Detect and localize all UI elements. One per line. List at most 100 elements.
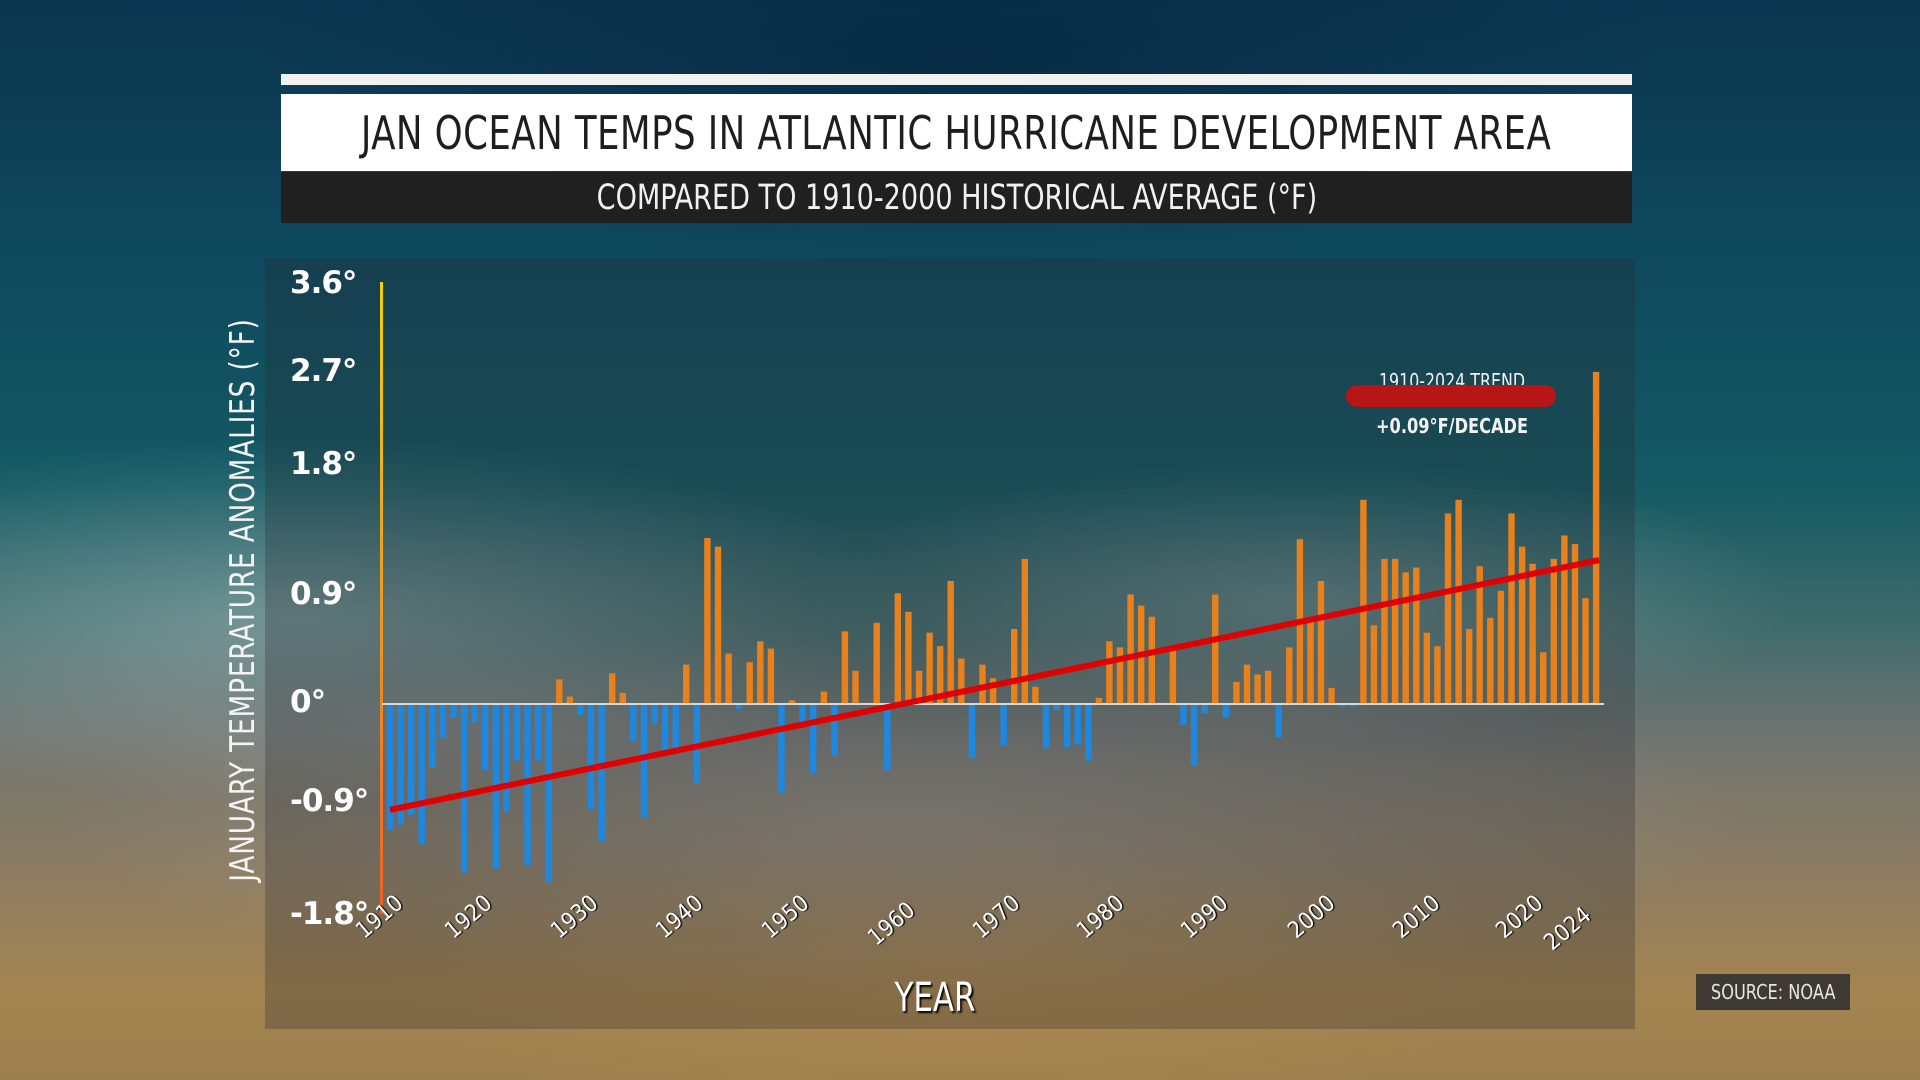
bar-1966: [979, 664, 986, 704]
legend-label-rate: +0.09°F/DECADE: [1375, 414, 1529, 438]
bar-1965: [968, 704, 976, 759]
bar-2024: [1592, 371, 1600, 704]
bar-2010: [1444, 513, 1452, 705]
bar-1991: [1243, 664, 1251, 704]
bar-1913: [418, 704, 425, 845]
bar-2020: [1550, 558, 1557, 704]
bar-1998: [1317, 581, 1325, 704]
bar-1987: [1201, 704, 1208, 714]
bar-1929: [587, 704, 595, 810]
bar-1932: [619, 692, 626, 704]
bar-1968: [1000, 704, 1007, 746]
bar-1985: [1180, 704, 1187, 725]
bar-1969: [1011, 629, 1018, 704]
bar-1926: [556, 679, 563, 704]
bar-1915: [439, 704, 447, 739]
bar-1961: [926, 632, 933, 704]
bar-1930: [598, 704, 605, 842]
title-banner: JAN OCEAN TEMPS IN ATLANTIC HURRICANE DE…: [281, 94, 1632, 171]
bar-1943: [735, 704, 743, 709]
y-tick-label: -0.9°: [290, 783, 369, 819]
bar-1945: [757, 641, 764, 704]
bar-1914: [429, 704, 436, 768]
header-rule: [281, 74, 1632, 85]
bar-2005: [1391, 558, 1399, 704]
trend-line: [389, 557, 1600, 813]
bar-2019: [1540, 652, 1547, 704]
bar-1912: [408, 704, 415, 815]
bar-1952: [831, 704, 838, 756]
y-tick-label: 3.6°: [290, 265, 357, 301]
bar-2002: [1360, 499, 1367, 704]
bar-2008: [1423, 632, 1430, 704]
bar-1959: [905, 611, 912, 705]
bar-2009: [1434, 646, 1441, 704]
bar-1977: [1095, 697, 1103, 705]
bar-1946: [767, 648, 775, 704]
bar-1928: [577, 704, 584, 716]
bar-1990: [1233, 681, 1240, 704]
y-tick-label: 0°: [290, 684, 326, 720]
bar-1941: [714, 546, 722, 704]
bar-1917: [460, 704, 468, 873]
bar-2017: [1518, 546, 1526, 704]
subtitle-banner: COMPARED TO 1910-2000 HISTORICAL AVERAGE…: [281, 172, 1632, 223]
bar-1962: [937, 646, 944, 704]
y-axis-line: [380, 282, 383, 914]
bar-1950: [810, 704, 817, 773]
bar-1995: [1286, 647, 1293, 704]
bar-1973: [1053, 704, 1060, 711]
bar-1980: [1127, 594, 1134, 704]
bar-1993: [1264, 670, 1272, 704]
bar-2016: [1508, 513, 1515, 705]
y-tick-label: 0.9°: [290, 576, 357, 612]
bar-2018: [1529, 563, 1536, 704]
bar-2022: [1571, 544, 1579, 704]
y-tick-label: 1.8°: [290, 446, 357, 482]
bar-1924: [534, 704, 542, 761]
bar-2023: [1582, 598, 1589, 704]
bar-2011: [1455, 499, 1462, 704]
bar-1933: [630, 704, 637, 741]
bar-1951: [820, 691, 827, 704]
chart-subtitle: COMPARED TO 1910-2000 HISTORICAL AVERAGE…: [596, 177, 1317, 218]
bar-1970: [1021, 558, 1028, 704]
bar-1954: [852, 670, 859, 704]
bar-1918: [471, 704, 478, 723]
bar-1927: [566, 696, 574, 704]
bar-1937: [672, 704, 679, 747]
x-axis-title: YEAR: [894, 975, 976, 1021]
bar-2007: [1413, 567, 1420, 704]
bar-1982: [1148, 616, 1155, 704]
bar-1923: [524, 704, 531, 866]
legend-trend-swatch: [1346, 385, 1556, 407]
bar-2003: [1370, 625, 1378, 704]
bar-1957: [884, 704, 891, 771]
bar-2012: [1466, 629, 1473, 704]
bar-1947: [778, 704, 785, 793]
bar-1934: [640, 704, 648, 818]
bar-1972: [1042, 704, 1050, 749]
bar-1919: [482, 704, 489, 771]
bar-1997: [1307, 620, 1314, 704]
bar-1999: [1328, 688, 1335, 704]
bar-1964: [958, 658, 965, 704]
bar-1960: [915, 670, 923, 704]
bar-1910: [386, 704, 394, 830]
bar-1963: [947, 581, 954, 704]
source-text: SOURCE: NOAA: [1710, 980, 1836, 1004]
bar-1925: [545, 704, 552, 883]
bar-1921: [503, 704, 510, 813]
bar-2015: [1497, 590, 1505, 704]
bar-1974: [1063, 704, 1071, 747]
bar-1979: [1116, 647, 1124, 704]
bar-1938: [683, 664, 690, 704]
bar-1942: [725, 653, 732, 704]
bar-1953: [841, 631, 849, 704]
chart-title: JAN OCEAN TEMPS IN ATLANTIC HURRICANE DE…: [361, 105, 1552, 160]
bar-1935: [651, 704, 658, 724]
bar-1994: [1275, 704, 1282, 738]
bar-1931: [609, 673, 616, 705]
bar-2013: [1476, 566, 1483, 704]
